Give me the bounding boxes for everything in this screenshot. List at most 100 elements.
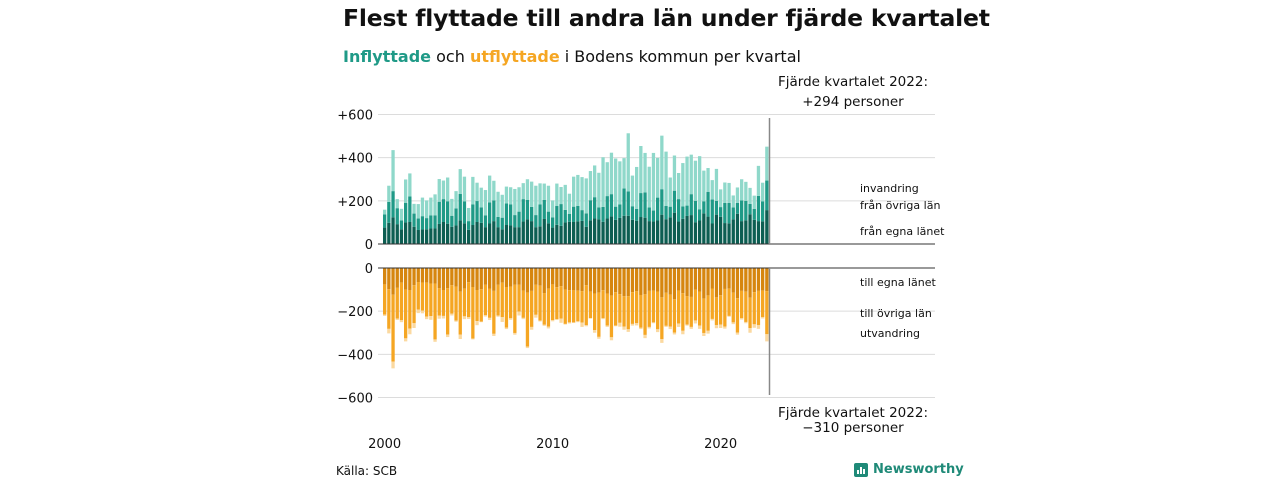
out-bar-till-egna-länet xyxy=(492,268,496,291)
in-bar-från-övriga-län xyxy=(488,202,492,224)
in-bar-från-egna-länet xyxy=(425,229,429,244)
out-bar-till-egna-länet xyxy=(534,268,538,285)
in-bar-invandring xyxy=(706,168,710,192)
in-bar-från-övriga-län xyxy=(740,200,744,222)
out-bar-utvandring xyxy=(593,330,597,333)
in-bar-invandring xyxy=(420,197,425,217)
out-bar-till-övriga-län xyxy=(609,295,614,338)
out-bar-till-övriga-län xyxy=(643,294,647,335)
legend-label-bottom: utvandring xyxy=(860,327,920,340)
in-bar-från-egna-länet xyxy=(525,219,530,244)
out-bar-till-övriga-län xyxy=(668,294,672,327)
out-bar-till-egna-länet xyxy=(441,268,446,291)
in-bar-från-övriga-län xyxy=(446,201,450,224)
in-bar-invandring xyxy=(601,157,605,207)
in-bar-från-övriga-län xyxy=(551,217,555,228)
out-bar-utvandring xyxy=(622,326,626,330)
in-bar-från-egna-länet xyxy=(567,221,572,244)
in-bar-från-övriga-län xyxy=(450,215,454,227)
in-bar-invandring xyxy=(605,162,609,197)
out-bar-till-övriga-län xyxy=(567,290,572,323)
in-bar-från-egna-länet xyxy=(714,214,719,244)
in-bar-från-övriga-län xyxy=(664,206,668,220)
out-bar-till-egna-länet xyxy=(517,268,521,285)
out-bar-till-övriga-län xyxy=(454,286,458,321)
in-bar-från-övriga-län xyxy=(509,204,513,226)
in-bar-från-övriga-län xyxy=(618,204,622,218)
in-bar-från-egna-länet xyxy=(635,220,639,244)
out-bar-till-övriga-län xyxy=(450,285,454,314)
out-bar-utvandring xyxy=(458,334,462,340)
y-tick-label-top: +200 xyxy=(337,195,373,210)
in-bar-från-egna-länet xyxy=(441,221,446,245)
out-bar-utvandring xyxy=(450,313,454,316)
subtitle-and: och xyxy=(431,47,470,66)
out-bar-till-egna-länet xyxy=(748,268,752,298)
in-bar-invandring xyxy=(681,163,685,207)
in-bar-från-övriga-län xyxy=(530,206,534,222)
in-bar-från-övriga-län xyxy=(416,218,420,230)
in-bar-från-övriga-län xyxy=(538,204,542,227)
in-bar-från-egna-länet xyxy=(517,227,521,244)
in-bar-från-egna-länet xyxy=(538,226,542,244)
source-note: Källa: SCB xyxy=(336,464,398,478)
out-bar-utvandring xyxy=(509,318,513,320)
in-bar-invandring xyxy=(609,152,614,195)
out-bar-utvandring xyxy=(412,323,416,328)
out-bar-utvandring xyxy=(706,330,710,334)
in-bar-från-egna-länet xyxy=(685,215,689,244)
out-bar-till-egna-länet xyxy=(706,268,710,296)
newsworthy-logo: Newsworthy xyxy=(854,462,964,477)
in-bar-från-egna-länet xyxy=(756,221,761,244)
out-bar-till-övriga-län xyxy=(408,290,412,329)
in-bar-invandring xyxy=(614,158,618,207)
out-bar-till-egna-länet xyxy=(437,268,441,289)
in-bar-från-övriga-län xyxy=(458,193,462,221)
in-bar-från-övriga-län xyxy=(643,192,647,218)
in-bar-invandring xyxy=(479,187,483,208)
in-bar-från-övriga-län xyxy=(513,215,517,228)
out-bar-utvandring xyxy=(576,321,580,323)
out-bar-till-egna-länet xyxy=(580,268,584,292)
out-bar-till-övriga-län xyxy=(672,299,677,333)
in-bar-från-egna-länet xyxy=(404,222,408,244)
out-bar-till-övriga-län xyxy=(391,294,395,362)
in-bar-invandring xyxy=(425,200,429,219)
out-bar-till-egna-länet xyxy=(656,268,660,292)
out-bar-till-egna-länet xyxy=(752,268,756,293)
in-bar-från-egna-länet xyxy=(681,218,685,244)
in-bar-från-övriga-län xyxy=(714,200,719,215)
in-bar-från-egna-länet xyxy=(546,223,551,244)
in-bar-invandring xyxy=(475,182,479,202)
out-bar-utvandring xyxy=(521,317,525,320)
in-bar-från-övriga-län xyxy=(761,201,765,222)
out-bar-utvandring xyxy=(475,321,479,326)
in-bar-invandring xyxy=(593,165,597,198)
in-bar-från-egna-länet xyxy=(387,222,391,244)
out-bar-till-egna-länet xyxy=(458,268,462,292)
out-bar-till-egna-länet xyxy=(513,268,517,285)
out-bar-till-övriga-län xyxy=(572,290,576,323)
out-bar-utvandring xyxy=(731,322,735,325)
in-bar-från-egna-länet xyxy=(630,219,635,244)
in-bar-invandring xyxy=(471,176,475,205)
out-bar-utvandring xyxy=(538,320,542,322)
in-bar-invandring xyxy=(664,151,668,207)
in-bar-från-övriga-län xyxy=(698,209,702,221)
out-bar-till-övriga-län xyxy=(656,291,660,330)
in-bar-invandring xyxy=(710,180,714,200)
out-bar-till-övriga-län xyxy=(693,289,698,321)
out-bar-till-egna-länet xyxy=(546,268,551,289)
out-bar-utvandring xyxy=(454,320,458,322)
out-bar-till-egna-länet xyxy=(685,268,689,297)
in-bar-från-egna-länet xyxy=(479,222,483,244)
out-bar-utvandring xyxy=(542,324,546,326)
out-bar-till-övriga-län xyxy=(580,291,584,323)
in-bar-från-egna-länet xyxy=(530,221,534,244)
in-bar-från-egna-länet xyxy=(601,221,605,244)
out-bar-till-egna-länet xyxy=(488,268,492,289)
in-bar-invandring xyxy=(740,179,744,201)
in-bar-från-egna-länet xyxy=(761,221,765,244)
in-bar-invandring xyxy=(731,195,735,208)
in-bar-från-egna-länet xyxy=(618,217,622,244)
